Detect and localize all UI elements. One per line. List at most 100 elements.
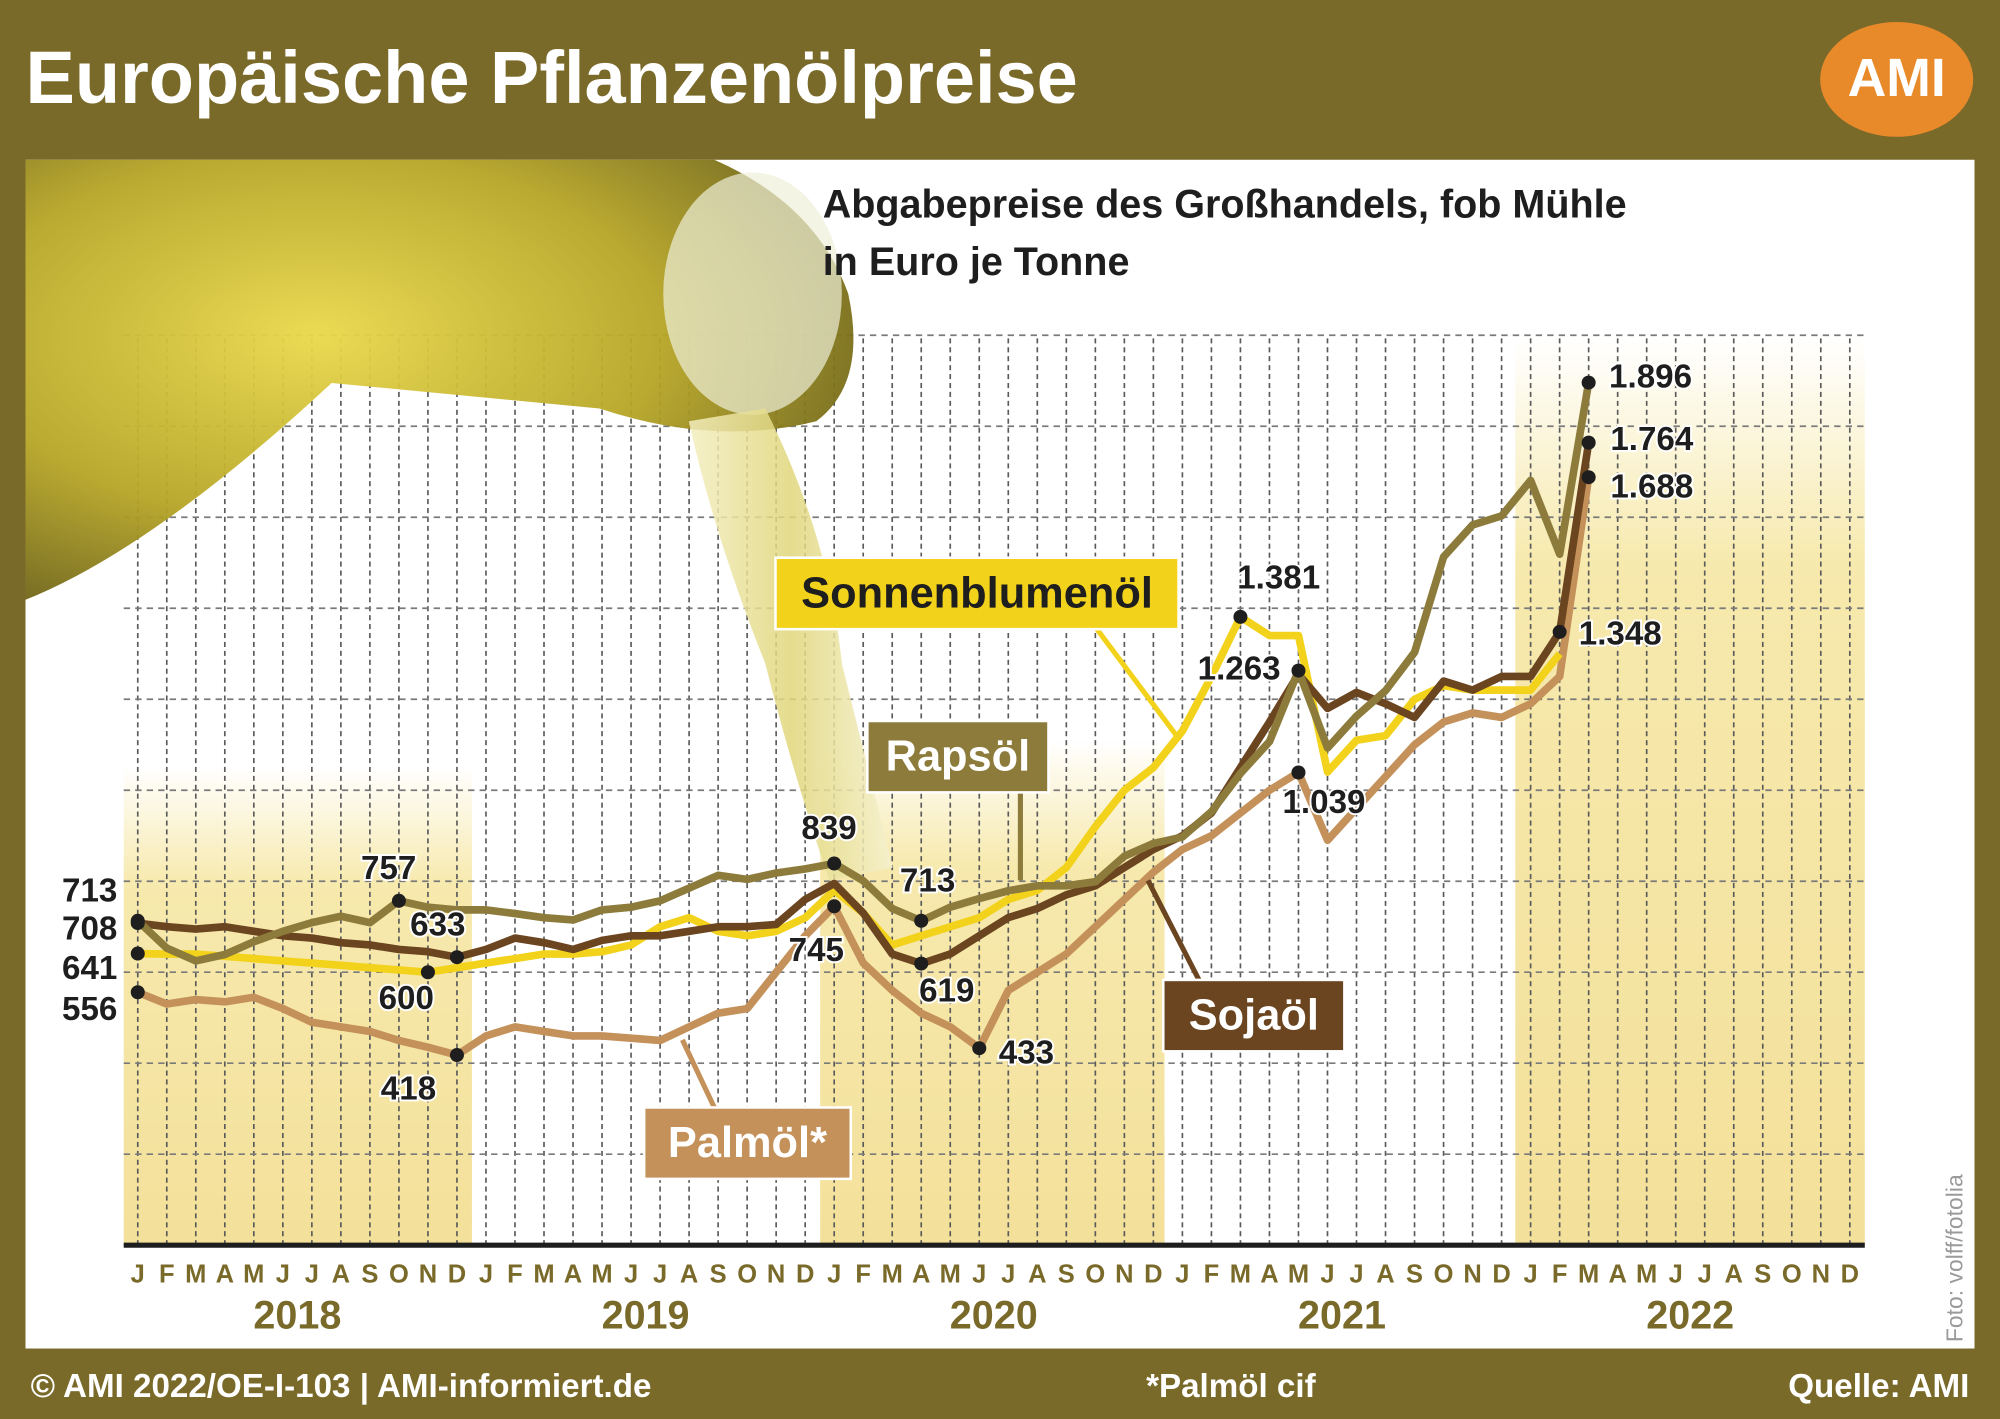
data-label: 1.764 — [1610, 421, 1694, 458]
x-tick-label: J — [653, 1261, 667, 1289]
x-tick-label: M — [185, 1261, 206, 1289]
data-label: 619 — [919, 973, 974, 1010]
background-shading — [123, 338, 1865, 1246]
x-tick-label: A — [1376, 1261, 1394, 1289]
x-tick-label: J — [972, 1261, 986, 1289]
series-line — [135, 381, 1593, 965]
logo-badge — [1820, 22, 1974, 137]
data-point — [1581, 375, 1596, 390]
x-tick-label: J — [1349, 1261, 1363, 1289]
x-tick-label: S — [1754, 1261, 1771, 1289]
series-label: Palmöl* — [668, 1119, 827, 1167]
data-point — [130, 985, 145, 1000]
footer-left: © AMI 2022/OE-I-103 | AMI-informiert.de — [31, 1368, 652, 1405]
x-tick-label: F — [507, 1261, 523, 1289]
data-point — [972, 1041, 987, 1056]
x-tick-label: O — [737, 1261, 757, 1289]
x-tick-label: S — [710, 1261, 727, 1289]
x-tick-label: N — [1812, 1261, 1830, 1289]
data-point — [827, 856, 842, 871]
x-tick-label: J — [624, 1261, 638, 1289]
data-point — [1552, 624, 1567, 639]
series-label: Sonnenblumenöl — [801, 569, 1153, 617]
data-label: 1.039 — [1282, 784, 1365, 821]
data-point — [130, 913, 145, 928]
x-tick-label: J — [1524, 1261, 1538, 1289]
data-point — [1291, 765, 1306, 780]
data-label: 600 — [379, 980, 434, 1017]
x-tick-label: M — [940, 1261, 961, 1289]
subtitle: Abgabepreise des Großhandels, fob Mühle — [823, 182, 1627, 226]
data-point — [449, 1048, 464, 1063]
year-label: 2019 — [602, 1293, 690, 1337]
data-point — [914, 956, 929, 971]
data-label: 745 — [789, 932, 844, 969]
series-label: Rapsöl — [886, 733, 1031, 781]
data-label: 1.381 — [1237, 560, 1320, 597]
x-tick-label: A — [912, 1261, 930, 1289]
x-tick-label: O — [389, 1261, 409, 1289]
x-tick-label: D — [448, 1261, 466, 1289]
x-tick-label: M — [1230, 1261, 1251, 1289]
x-tick-label: A — [1260, 1261, 1278, 1289]
data-label: 713 — [62, 873, 117, 910]
series-line — [137, 442, 1593, 968]
series-label: Sojaöl — [1189, 992, 1319, 1040]
data-label: 1.688 — [1610, 468, 1693, 505]
x-tick-label: A — [1608, 1261, 1626, 1289]
x-tick-label: S — [1406, 1261, 1423, 1289]
x-tick-label: S — [361, 1261, 378, 1289]
x-tick-label: F — [1552, 1261, 1568, 1289]
x-tick-label: D — [796, 1261, 814, 1289]
logo: AMI — [1848, 49, 1946, 108]
data-point — [914, 913, 929, 928]
x-tick-label: F — [1204, 1261, 1220, 1289]
series-label-box — [642, 1106, 853, 1181]
label-leader — [1145, 879, 1202, 982]
x-tick-label: A — [1028, 1261, 1046, 1289]
x-tick-label: M — [1288, 1261, 1309, 1289]
x-tick-label: A — [332, 1261, 350, 1289]
x-tick-label: N — [1463, 1261, 1481, 1289]
data-label: 757 — [361, 850, 416, 887]
year-label: 2020 — [950, 1293, 1038, 1337]
x-tick-label: J — [131, 1261, 145, 1289]
footer-right: Quelle: AMI — [1788, 1368, 1969, 1405]
x-tick-label: J — [276, 1261, 290, 1289]
x-tick-label: J — [1320, 1261, 1334, 1289]
footer-center: *Palmöl cif — [1146, 1368, 1316, 1405]
data-label: 641 — [62, 950, 117, 987]
x-tick-label: F — [159, 1261, 175, 1289]
data-point — [1581, 435, 1596, 450]
label-leader — [680, 1038, 717, 1109]
x-tick-label: F — [855, 1261, 871, 1289]
x-tick-label: N — [767, 1261, 785, 1289]
x-tick-label: O — [1085, 1261, 1105, 1289]
data-label: 839 — [801, 810, 856, 847]
x-tick-label: J — [827, 1261, 841, 1289]
x-tick-label: O — [1782, 1261, 1802, 1289]
series-line — [136, 476, 1593, 1059]
x-tick-label: J — [479, 1261, 493, 1289]
series-label-box — [1161, 978, 1346, 1053]
label-leader — [1094, 627, 1182, 742]
year-label: 2021 — [1298, 1293, 1386, 1337]
x-tick-label: A — [564, 1261, 582, 1289]
x-tick-label: M — [882, 1261, 903, 1289]
data-point — [1233, 609, 1248, 624]
data-label: 433 — [999, 1034, 1054, 1071]
photo-credit: Foto: volff/fotolia — [1942, 1174, 1968, 1342]
x-tick-label: A — [1725, 1261, 1743, 1289]
bottle-photo — [25, 159, 893, 881]
data-point — [1581, 470, 1596, 485]
x-tick-label: A — [680, 1261, 698, 1289]
x-tick-label: J — [1175, 1261, 1189, 1289]
x-tick-label: M — [591, 1261, 612, 1289]
data-label: 1.263 — [1198, 650, 1281, 687]
x-tick-label: M — [1636, 1261, 1657, 1289]
x-tick-label: N — [1115, 1261, 1133, 1289]
chart-title: Europäische Pflanzenölpreise — [26, 36, 1078, 119]
series-label-box — [774, 556, 1180, 631]
data-label: 713 — [900, 862, 955, 899]
